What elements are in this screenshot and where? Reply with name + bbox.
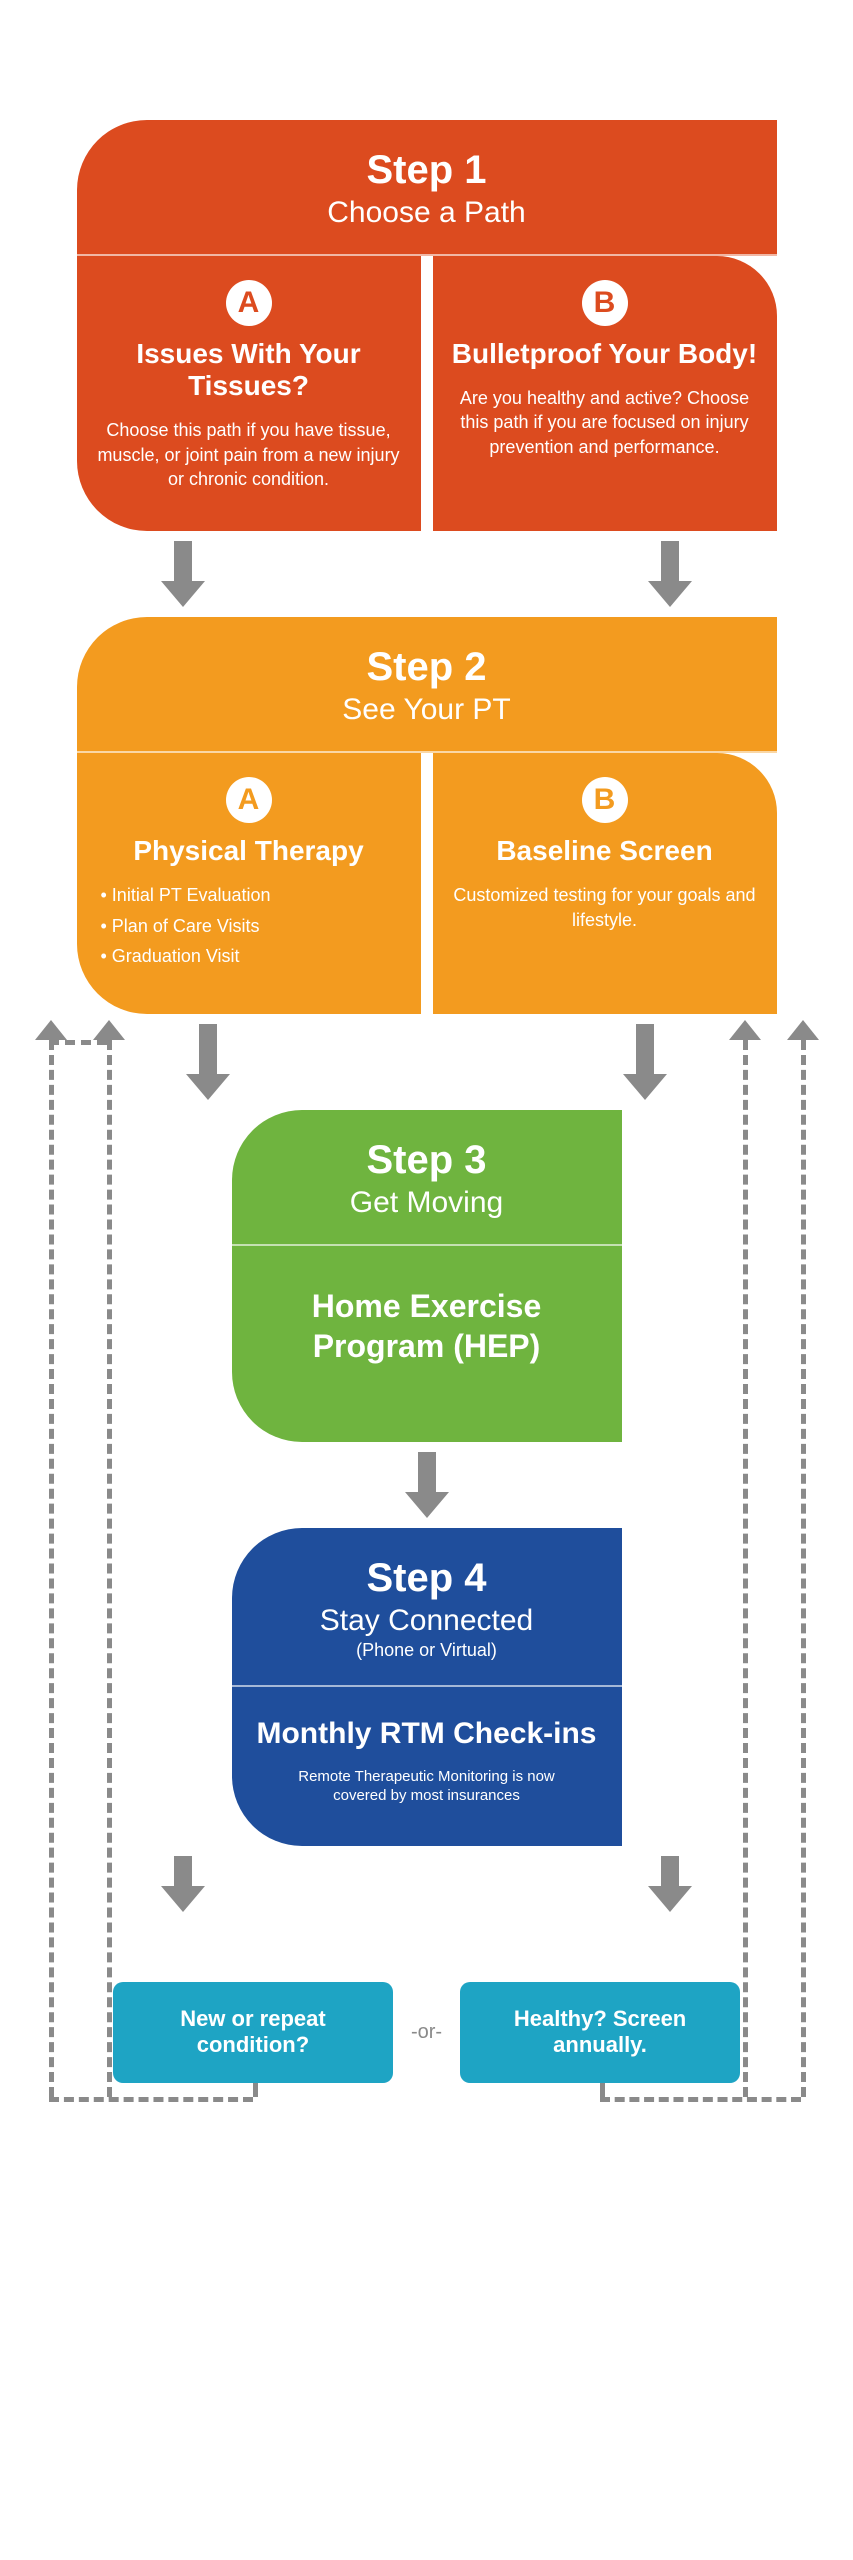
arrow-down-icon <box>623 1024 667 1100</box>
step1-a-title: Issues With Your Tissues? <box>95 338 403 402</box>
step2-subtitle: See Your PT <box>97 693 757 727</box>
step2-option-b: B Baseline Screen Customized testing for… <box>433 753 777 1014</box>
dashed-line <box>801 1040 806 2096</box>
step4-header: Step 4 Stay Connected (Phone or Virtual) <box>232 1528 622 1687</box>
arrow-up-icon <box>35 1020 67 1040</box>
dashed-line <box>600 2083 605 2097</box>
bottom-option-right: Healthy? Screen annually. <box>460 1982 740 2083</box>
step3-subtitle: Get Moving <box>252 1186 602 1220</box>
arrow-down-icon <box>186 1024 230 1100</box>
step2-b-title: Baseline Screen <box>451 835 759 867</box>
step2-a-bullet: • Initial PT Evaluation <box>101 883 403 907</box>
dashed-line <box>743 1040 748 2096</box>
step2-a-title: Physical Therapy <box>95 835 403 867</box>
step4-subtitle: Stay Connected <box>252 1604 602 1638</box>
step3-main: Home Exercise Program (HEP) <box>252 1286 602 1366</box>
step1-b-title: Bulletproof Your Body! <box>451 338 759 370</box>
arrow-up-icon <box>93 1020 125 1040</box>
step3-block: Step 3 Get Moving Home Exercise Program … <box>232 1110 622 1442</box>
arrow-down-icon <box>161 1856 205 1912</box>
step1-block: Step 1 Choose a Path A Issues With Your … <box>77 120 777 531</box>
bottom-or-text: -or- <box>411 2021 442 2044</box>
step2-b-body: Customized testing for your goals and li… <box>451 883 759 932</box>
step4-main: Monthly RTM Check-ins <box>252 1715 602 1753</box>
dashed-line <box>49 2097 253 2102</box>
step1-badge-b: B <box>582 280 628 326</box>
step1-badge-a: A <box>226 280 272 326</box>
dashed-line <box>107 1040 112 2096</box>
arrow-up-icon <box>787 1020 819 1040</box>
step4-subsub: (Phone or Virtual) <box>252 1640 602 1661</box>
arrow-up-icon <box>729 1020 761 1040</box>
step1-header: Step 1 Choose a Path <box>77 120 777 256</box>
step1-option-b: B Bulletproof Your Body! Are you healthy… <box>433 256 777 531</box>
step1-title: Step 1 <box>97 148 757 192</box>
step2-header: Step 2 See Your PT <box>77 617 777 753</box>
step1-subtitle: Choose a Path <box>97 196 757 230</box>
arrow-step3-to-step4 <box>405 1452 449 1518</box>
arrows-step1-to-step2 <box>40 531 813 617</box>
step3-header: Step 3 Get Moving <box>232 1110 622 1246</box>
step3-title: Step 3 <box>252 1138 602 1182</box>
bottom-option-left: New or repeat condition? <box>113 1982 393 2083</box>
step2-badge-a: A <box>226 777 272 823</box>
arrow-down-icon <box>161 541 205 607</box>
arrows-step4-to-bottom <box>40 1846 813 1922</box>
step4-title: Step 4 <box>252 1556 602 1600</box>
step2-block: Step 2 See Your PT A Physical Therapy • … <box>77 617 777 1014</box>
step3-content: Home Exercise Program (HEP) <box>232 1246 622 1442</box>
dashed-line <box>49 1040 54 2096</box>
flowchart: Step 1 Choose a Path A Issues With Your … <box>40 120 813 2083</box>
step2-a-bullet: • Graduation Visit <box>101 944 403 968</box>
step1-b-body: Are you healthy and active? Choose this … <box>451 386 759 459</box>
step2-title: Step 2 <box>97 645 757 689</box>
step2-columns: A Physical Therapy • Initial PT Evaluati… <box>77 753 777 1014</box>
step2-option-a: A Physical Therapy • Initial PT Evaluati… <box>77 753 421 1014</box>
step2-badge-b: B <box>582 777 628 823</box>
arrow-down-icon <box>648 1856 692 1912</box>
step2-a-bullets: • Initial PT Evaluation • Plan of Care V… <box>95 883 403 968</box>
dashed-line <box>600 2097 800 2102</box>
step2-a-bullet: • Plan of Care Visits <box>101 914 403 938</box>
step4-content: Monthly RTM Check-ins Remote Therapeutic… <box>232 1687 622 1846</box>
bottom-options: New or repeat condition? -or- Healthy? S… <box>40 1982 813 2083</box>
step4-block: Step 4 Stay Connected (Phone or Virtual)… <box>232 1528 622 1846</box>
arrows-step2-to-step3 <box>40 1014 813 1110</box>
dashed-line <box>253 2083 258 2097</box>
arrow-down-icon <box>648 541 692 607</box>
step1-columns: A Issues With Your Tissues? Choose this … <box>77 256 777 531</box>
step1-option-a: A Issues With Your Tissues? Choose this … <box>77 256 421 531</box>
step1-a-body: Choose this path if you have tissue, mus… <box>95 418 403 491</box>
step4-body: Remote Therapeutic Monitoring is now cov… <box>252 1767 602 1806</box>
dashed-line <box>49 1040 107 1045</box>
